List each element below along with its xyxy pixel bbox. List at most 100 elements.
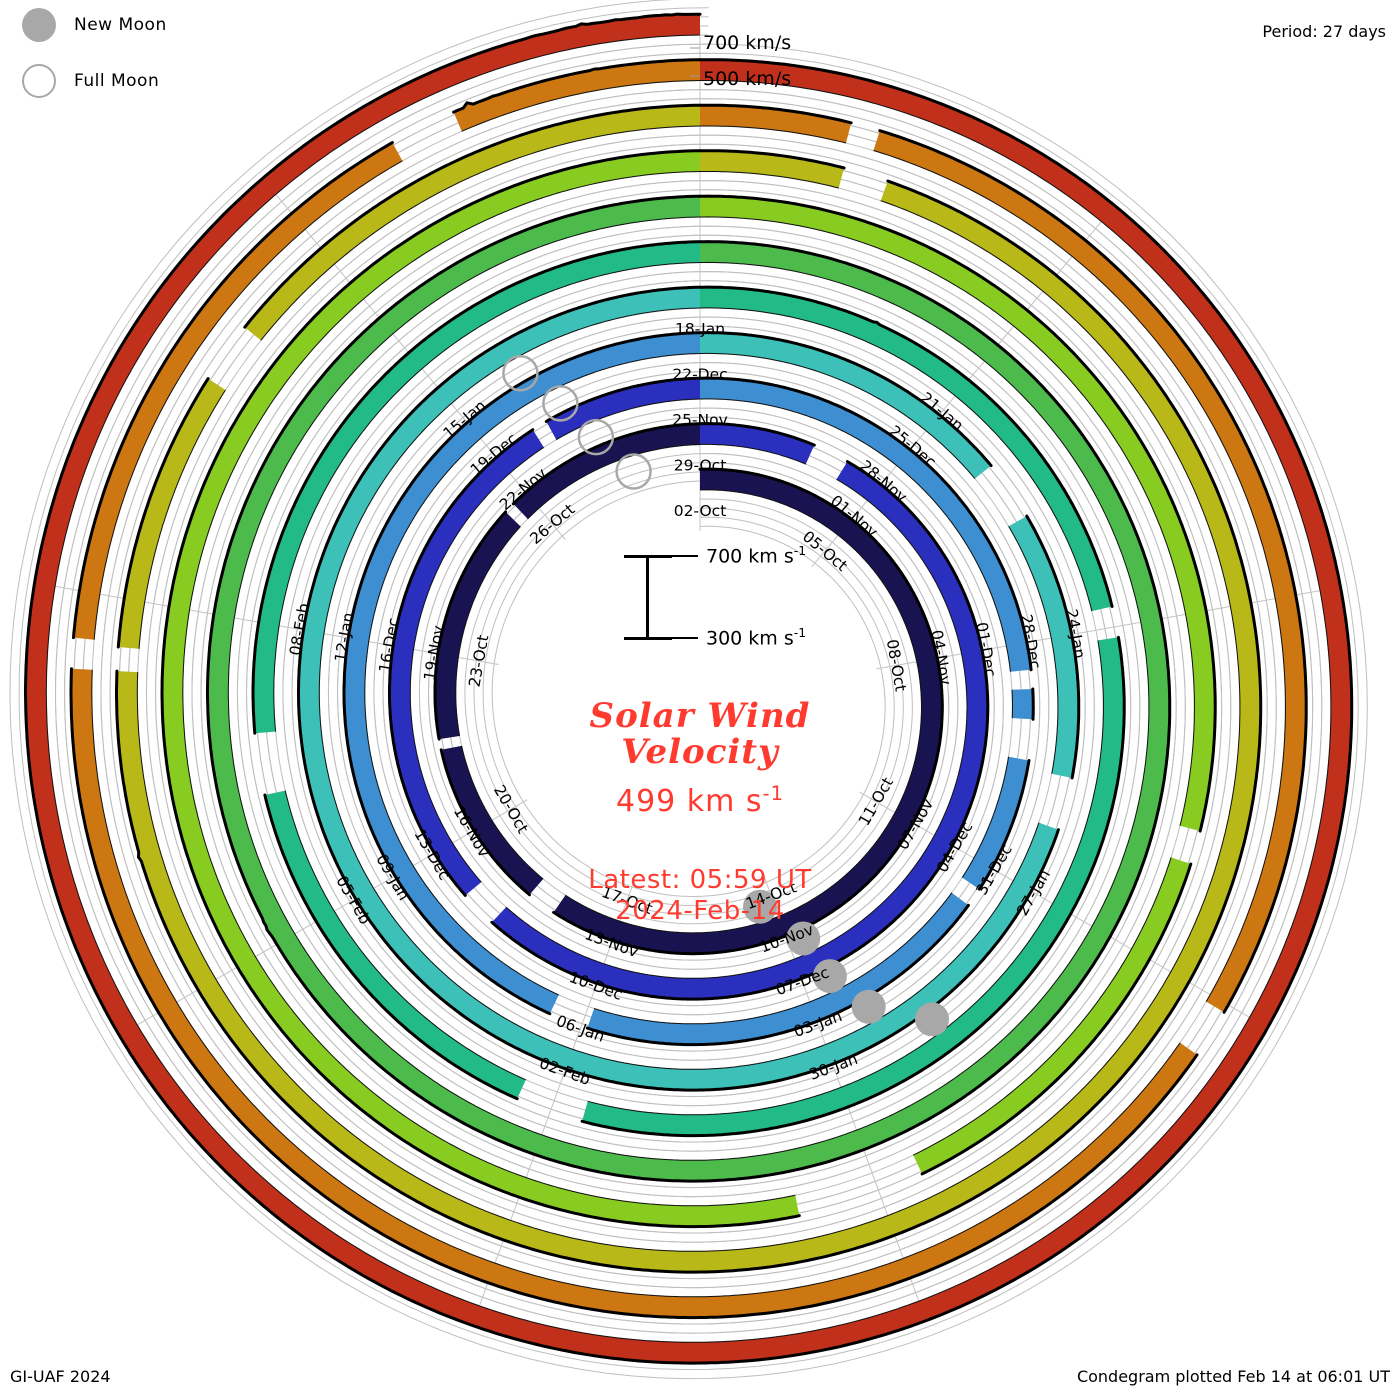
plotted-timestamp: Condegram plotted Feb 14 at 06:01 UT: [1076, 1367, 1390, 1386]
period-label: Period: 27 days: [1262, 22, 1386, 41]
velocity-band: [700, 105, 852, 143]
legend-new-moon: New Moon: [22, 8, 167, 42]
velocity-band: [582, 637, 1125, 1136]
date-label: 25-Nov: [672, 411, 728, 429]
velocity-trace: [1025, 514, 1081, 780]
velocity-trace: [342, 331, 702, 1016]
velocity-band: [700, 423, 815, 465]
key-bar: [646, 556, 649, 640]
spoke: [476, 882, 634, 1313]
full-moon-marker: [542, 385, 579, 422]
velocity-trace: [251, 240, 702, 735]
velocity-trace: [388, 428, 535, 897]
date-label: 18-Jan: [675, 320, 725, 338]
band-baseline: [91, 669, 1181, 1298]
velocity-band: [453, 59, 700, 132]
velocity-band: [1008, 516, 1079, 778]
gridline: [18, 7, 1359, 1371]
velocity-trace: [452, 58, 702, 114]
velocity-trace: [115, 179, 1263, 1274]
velocity-band: [700, 378, 1032, 672]
band-baseline: [284, 790, 527, 1081]
key-high-label: 700 km s-1: [706, 544, 806, 567]
velocity-band: [491, 461, 988, 1000]
velocity-trace: [160, 149, 801, 1229]
band-baseline: [409, 446, 545, 883]
velocity-band: [389, 429, 544, 896]
spoke: [859, 791, 1256, 1022]
key-bottom-tick: [672, 637, 698, 639]
band-baseline: [273, 262, 701, 732]
key-low-label: 300 km s-1: [706, 626, 806, 649]
velocity-band: [118, 378, 226, 649]
key-low-text: 300 km s: [706, 627, 794, 650]
key-high-text: 700 km s: [706, 545, 794, 568]
band-baseline: [873, 150, 1286, 1002]
velocity-trace: [243, 103, 702, 329]
velocity-trace: [920, 862, 1193, 1176]
spoke: [876, 589, 1327, 670]
band-baseline: [961, 756, 1009, 878]
scale-label-700: 700 km/s: [703, 32, 792, 54]
band-baseline: [505, 478, 968, 979]
latest-timestamp: Latest: 05:59 UT 2024-Feb-14: [430, 865, 970, 927]
band-baseline: [587, 640, 1104, 1116]
velocity-trace: [511, 422, 702, 506]
velocity-trace: [544, 376, 702, 423]
band-baseline: [700, 216, 1195, 826]
key-top-tick: [672, 555, 698, 557]
band-baseline: [136, 200, 1241, 1252]
new-moon-marker: [915, 1002, 949, 1037]
current-velocity-exponent: -1: [762, 782, 784, 806]
velocity-band: [700, 287, 1113, 612]
spoke: [271, 188, 566, 540]
spoke: [48, 584, 499, 665]
velocity-trace: [69, 667, 1199, 1320]
velocity-trace: [585, 903, 970, 1047]
velocity-trace: [439, 748, 531, 897]
band-baseline: [260, 125, 701, 341]
band-baseline: [138, 389, 226, 649]
band-baseline: [700, 398, 1011, 672]
velocity-trace: [698, 422, 816, 447]
velocity-band: [264, 790, 526, 1099]
chart-title-line1: Solar Wind: [589, 696, 811, 736]
velocity-trace: [72, 141, 394, 640]
velocity-trace: [206, 194, 1172, 1183]
velocity-band: [913, 857, 1191, 1174]
band-baseline: [45, 34, 1332, 1343]
velocity-band: [1012, 689, 1034, 720]
band-baseline: [455, 526, 521, 737]
new-moon-marker: [812, 959, 847, 994]
velocity-trace: [698, 103, 853, 125]
date-label: 02-Oct: [674, 502, 727, 520]
full-moon-icon: [22, 64, 56, 98]
velocity-trace: [698, 331, 993, 468]
band-baseline: [565, 489, 922, 934]
latest-time: Latest: 05:59 UT: [588, 865, 812, 896]
scale-label-500: 500 km/s: [703, 68, 792, 90]
new-moon-icon: [22, 8, 56, 42]
key-high-exponent: -1: [793, 544, 807, 558]
band-baseline: [461, 745, 544, 880]
velocity-trace: [1031, 687, 1035, 721]
moon-markers: [502, 354, 949, 1037]
band-baseline: [593, 892, 953, 1025]
velocity-band: [513, 423, 700, 519]
band-baseline: [227, 216, 1150, 1161]
gridline: [9, 0, 1368, 1380]
velocity-trace: [698, 285, 1114, 608]
velocity-trace: [977, 759, 1031, 891]
new-moon-marker: [851, 989, 886, 1024]
velocity-band: [441, 745, 544, 895]
velocity-trace: [552, 467, 944, 956]
band-baseline: [1008, 526, 1059, 774]
velocity-key: 700 km s-1 300 km s-1: [430, 544, 970, 654]
velocity-band: [587, 892, 969, 1045]
full-moon-marker: [502, 354, 539, 392]
band-baseline: [1011, 689, 1013, 719]
chart-title: Solar Wind Velocity: [430, 698, 970, 770]
velocity-trace: [433, 510, 508, 741]
